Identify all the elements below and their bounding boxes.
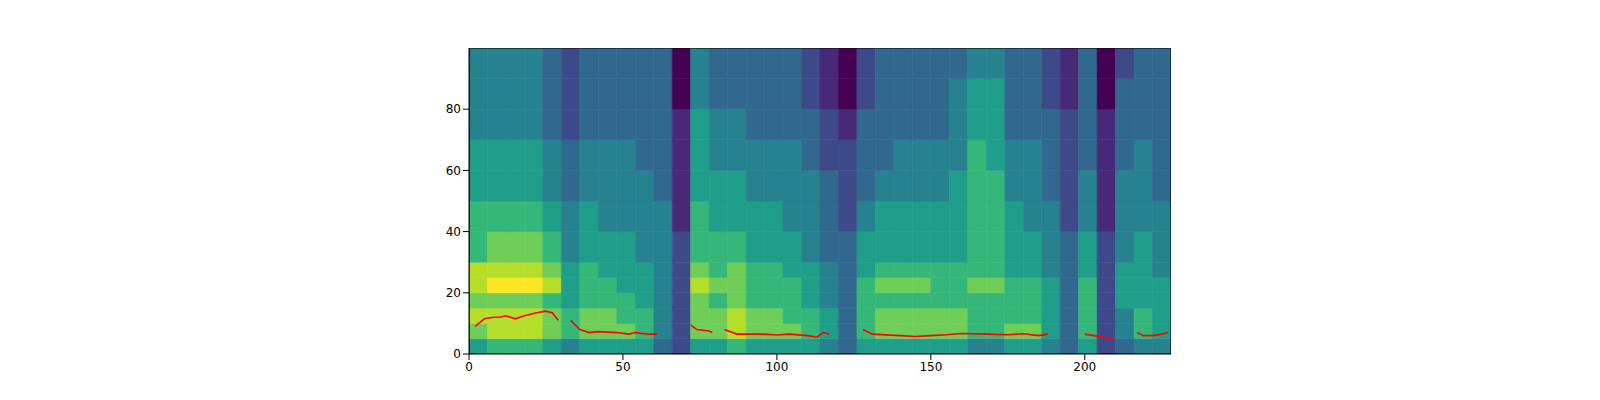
svg-text:200: 200 [1073, 360, 1096, 374]
svg-text:150: 150 [919, 360, 942, 374]
svg-text:60: 60 [446, 164, 461, 178]
svg-text:50: 50 [615, 360, 630, 374]
svg-text:0: 0 [465, 360, 473, 374]
svg-text:40: 40 [446, 225, 461, 239]
svg-text:0: 0 [453, 347, 461, 361]
svg-text:100: 100 [765, 360, 788, 374]
svg-text:20: 20 [446, 286, 461, 300]
svg-text:80: 80 [446, 102, 461, 116]
